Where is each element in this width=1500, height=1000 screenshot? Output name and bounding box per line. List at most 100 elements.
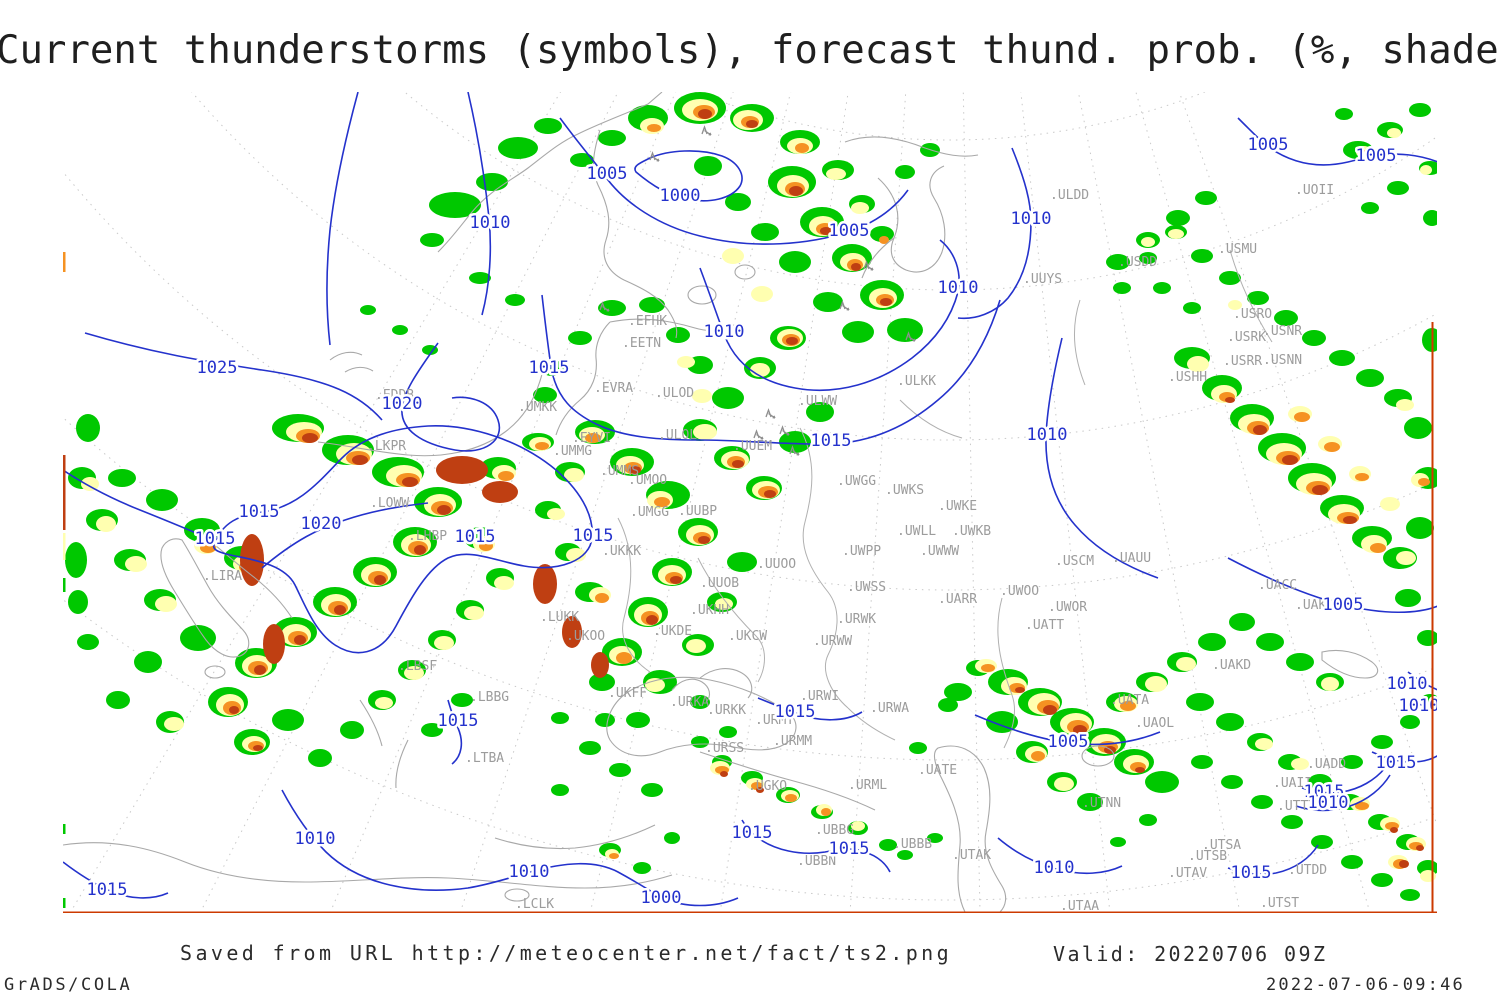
prob-level-3-blob [1294,412,1310,422]
prob-level-4-blob [437,505,451,515]
prob-level-4-blob [253,745,263,751]
isobar-label: 1005 [1356,146,1397,166]
prob-level-4-blob [1043,705,1057,715]
prob-level-1-blob [1371,873,1393,887]
station-label: .USHH [1168,370,1207,385]
thunderstorm-symbol-layer [599,125,916,456]
prob-level-1-blob [1166,210,1190,226]
station-label: .UATE [918,763,957,778]
prob-level-2-blob [1145,676,1167,692]
station-label: .UMOO [628,473,667,488]
prob-level-3-blob [1355,802,1369,810]
prob-level-4-blob [646,615,658,625]
station-label: .USRR [1223,354,1262,369]
prob-level-4-blob [263,624,285,664]
station-label: .UKCW [728,629,767,644]
isobar-label: 1015 [87,880,128,900]
prob-level-4-blob [820,227,832,235]
prob-level-2-blob [693,424,717,440]
prob-level-4-blob [414,545,426,555]
prob-level-1-blob [806,402,834,422]
isobar-label: 1010 [1387,674,1428,694]
prob-level-1-blob [1186,693,1214,711]
prob-level-3-blob [609,853,619,859]
grads-credit: GrADS/COLA [4,975,133,995]
prob-level-1-blob [1198,633,1226,651]
prob-level-1-blob [533,387,557,403]
isobar-line [212,425,594,654]
isobar-label: 1010 [295,829,336,849]
prob-level-2-blob [566,548,586,562]
prob-level-2-blob [692,389,712,403]
prob-level-2-blob [1176,657,1196,671]
prob-level-1-blob [909,742,927,754]
station-label: .UUEM [733,439,772,454]
station-label: .URSS [705,741,744,756]
prob-level-3-blob [795,143,809,153]
prob-level-3-blob [535,442,549,450]
prob-level-2-blob [1141,237,1155,247]
prob-level-1-blob [1400,715,1420,729]
prob-level-1-blob [108,469,136,487]
prob-level-4-blob [629,466,641,474]
prob-level-1-blob [1395,589,1421,607]
station-label: .USRK [1227,330,1266,345]
station-label: .UMGG [630,505,669,520]
prob-level-2-blob [164,717,184,731]
coastline [504,888,530,902]
prob-level-1-blob [694,156,722,176]
prob-level-2-blob [1396,399,1414,411]
station-label: .USMU [1218,242,1257,257]
coastline [437,92,663,253]
prob-level-4-blob [1015,687,1025,693]
station-label: .ULOL [658,428,697,443]
prob-level-2-blob [464,606,484,620]
prob-level-2-blob [547,508,565,520]
prob-level-1-blob [272,709,304,731]
station-label: .UAKK [1295,598,1334,613]
prob-level-4-blob [591,652,609,678]
prob-level-3-blob [647,124,661,132]
prob-level-1-blob [1302,330,1326,346]
prob-level-2-blob [1380,497,1400,511]
prob-level-4-blob [756,787,764,793]
station-label: .UATT [1025,618,1064,633]
coastline [687,285,717,305]
prob-level-2-blob [1321,677,1339,691]
prob-level-1-blob [534,118,562,134]
prob-level-1-blob [589,673,615,691]
station-label: .UKFF [608,686,647,701]
prob-level-4-blob [1390,827,1398,833]
prob-level-2-blob [1387,128,1401,138]
prob-level-1-blob [1335,108,1353,120]
prob-level-2-blob [751,286,773,302]
prob-level-2-blob [1396,551,1416,565]
station-label: .UMMG [553,444,592,459]
prob-level-1-blob [1153,282,1171,294]
graticule-meridian [1020,92,1111,913]
station-label: .USDD [1118,255,1157,270]
station-label: .LUKK [540,610,579,625]
river [617,517,651,673]
isobar-line [1295,774,1391,812]
station-label: .LHBP [408,529,447,544]
isobar-label: 1015 [811,431,852,451]
coastline [734,264,756,280]
prob-level-1-blob [1400,889,1420,901]
prob-level-4-blob [302,433,318,443]
prob-level-1-blob [106,691,130,709]
isobar-label: 1005 [829,221,870,241]
prob-level-1-blob [1077,793,1103,811]
prob-level-1-blob [1409,103,1431,117]
isobar-label: 1010 [1308,793,1349,813]
station-label: .UWKB [952,524,991,539]
prob-level-3-blob [879,236,889,244]
prob-level-3-blob [785,794,797,802]
prob-level-1-blob [1191,755,1213,769]
prob-level-1-blob [146,489,178,511]
prob-level-1-blob [1106,254,1130,270]
prob-level-1-blob [180,625,216,651]
coastline [63,842,673,889]
